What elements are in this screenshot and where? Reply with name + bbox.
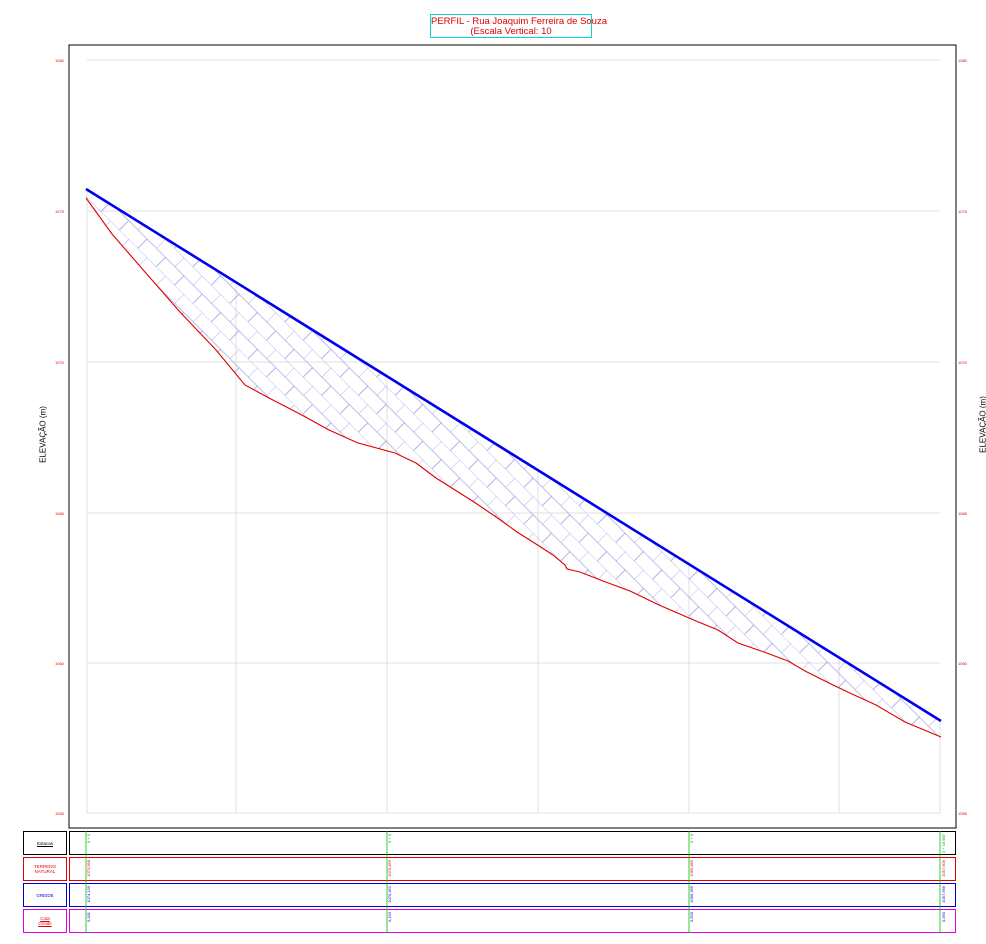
row-label-greide: GREIDE (23, 883, 67, 907)
y-tick-left: 1070 (55, 360, 64, 365)
cota-cell: 0,500 (689, 912, 694, 923)
y-tick-left: 1055 (55, 811, 64, 816)
terreno-cell: 1073,958 (86, 860, 91, 877)
y-axis-label-left: ELEVAÇÃO (m) (38, 406, 48, 463)
design-grade-line (85, 187, 942, 723)
plot-frame (68, 44, 957, 829)
grid-lines (86, 59, 941, 814)
estacas-cell: 2 + 16.987 (941, 834, 946, 854)
title-line-2: (Escala Vertical: 10 (470, 26, 552, 37)
y-tick-left: 1075 (55, 209, 64, 214)
profile-title: PERFIL - Rua Joaquim Ferreira de Souza (… (430, 14, 608, 38)
y-tick-left: 1060 (55, 661, 64, 666)
row-band-terreno-natural: 1073,958 1070,459 1065,865 1057,609 (69, 857, 956, 881)
cota-cell: 0,181 (86, 912, 91, 923)
row-band-greide: 1074,139 1070,452 1066,365 1057,969 (69, 883, 956, 907)
greide-cell: 1070,452 (387, 886, 392, 903)
greide-cell: 1066,365 (689, 886, 694, 903)
row-label-cota-greide: Cota Greide (23, 909, 67, 933)
title-line-1: PERFIL - Rua Joaquim Ferreira de Souza (431, 16, 608, 27)
cota-cell: 0,360 (941, 912, 946, 923)
estacas-cell: 0 + 0 (689, 834, 694, 844)
fill-region (86, 189, 941, 737)
y-tick-right: 1070 (958, 360, 967, 365)
y-tick-right: 1065 (958, 511, 967, 516)
y-tick-right: 1060 (958, 661, 967, 666)
y-tick-left: 1065 (55, 511, 64, 516)
y-tick-right: 1055 (958, 811, 967, 816)
y-tick-right: 1080 (958, 58, 967, 63)
greide-cell: 1074,139 (86, 886, 91, 903)
y-axis-label-right: ELEVAÇÃO (m) (978, 396, 986, 453)
y-tick-left: 1080 (55, 58, 64, 63)
cota-cell: 0,193 (387, 912, 392, 923)
greide-cell: 1057,969 (941, 886, 946, 903)
terreno-cell: 1065,865 (689, 860, 694, 877)
row-band-estacas: 0 + 0 0 + 0 0 + 0 2 + 16.987 (69, 831, 956, 855)
row-label-terreno-natural: TERRENO NATURAL (23, 857, 67, 881)
terreno-cell: 1070,459 (387, 860, 392, 877)
estacas-cell: 0 + 0 (387, 834, 392, 844)
y-tick-right: 1075 (958, 209, 967, 214)
estacas-cell: 0 + 0 (86, 834, 91, 844)
terrain-line (85, 197, 942, 738)
row-band-cota-greide: 0,181 0,193 0,500 0,360 (69, 909, 956, 933)
terreno-cell: 1057,609 (941, 860, 946, 877)
row-label-estacas: Estacas (23, 831, 67, 855)
